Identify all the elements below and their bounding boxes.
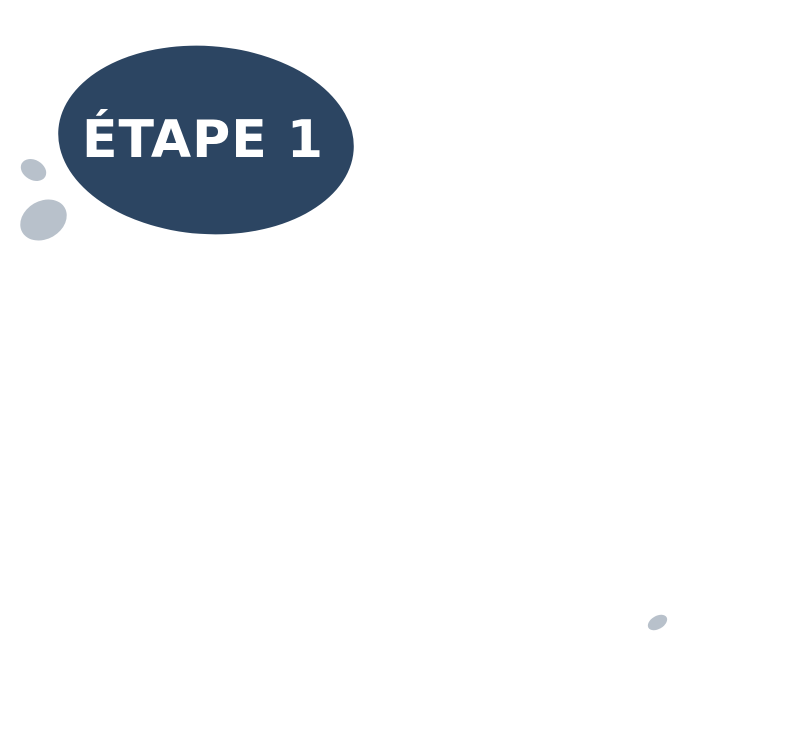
step-label: ÉTAPE 1: [81, 110, 325, 170]
thought-dot-far: [645, 611, 670, 634]
thought-dot-small: [16, 154, 51, 186]
